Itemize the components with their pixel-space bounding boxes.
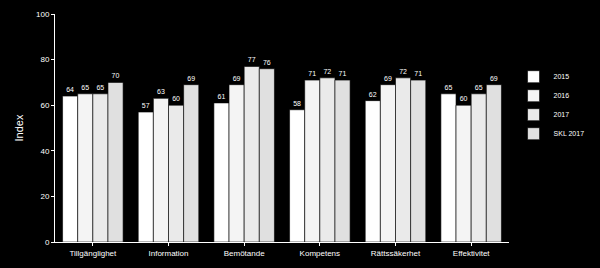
svg-text:100: 100 xyxy=(36,10,50,19)
svg-text:72: 72 xyxy=(399,68,407,75)
svg-text:Tillgänglighet: Tillgänglighet xyxy=(69,249,117,258)
svg-text:Kompetens: Kompetens xyxy=(300,249,340,258)
svg-text:2017: 2017 xyxy=(554,111,570,118)
svg-text:Effektivitet: Effektivitet xyxy=(453,249,491,258)
svg-text:71: 71 xyxy=(339,70,347,77)
svg-text:2016: 2016 xyxy=(554,92,570,99)
svg-text:57: 57 xyxy=(142,102,150,109)
svg-text:63: 63 xyxy=(157,88,165,95)
svg-text:72: 72 xyxy=(323,68,331,75)
svg-text:60: 60 xyxy=(460,95,468,102)
svg-text:0: 0 xyxy=(45,238,50,247)
svg-text:Information: Information xyxy=(148,249,188,258)
svg-text:65: 65 xyxy=(445,84,453,91)
svg-text:71: 71 xyxy=(308,70,316,77)
svg-text:65: 65 xyxy=(96,84,104,91)
svg-text:69: 69 xyxy=(233,75,241,82)
svg-text:SKL 2017: SKL 2017 xyxy=(554,130,585,137)
svg-text:Rättssäkerhet: Rättssäkerhet xyxy=(371,249,421,258)
svg-text:69: 69 xyxy=(490,75,498,82)
svg-text:70: 70 xyxy=(112,72,120,79)
svg-text:80: 80 xyxy=(40,55,49,64)
svg-text:2015: 2015 xyxy=(554,73,570,80)
svg-text:65: 65 xyxy=(475,84,483,91)
svg-text:Bemötande: Bemötande xyxy=(224,249,265,258)
svg-text:61: 61 xyxy=(218,93,226,100)
svg-text:71: 71 xyxy=(414,70,422,77)
svg-text:60: 60 xyxy=(40,101,49,110)
svg-text:65: 65 xyxy=(81,84,89,91)
svg-text:40: 40 xyxy=(40,147,49,156)
svg-text:76: 76 xyxy=(263,59,271,66)
svg-text:62: 62 xyxy=(369,91,377,98)
svg-text:58: 58 xyxy=(293,100,301,107)
svg-text:77: 77 xyxy=(248,56,256,63)
svg-text:20: 20 xyxy=(40,192,49,201)
svg-text:69: 69 xyxy=(187,75,195,82)
svg-text:60: 60 xyxy=(172,95,180,102)
svg-text:69: 69 xyxy=(384,75,392,82)
svg-text:Index: Index xyxy=(13,114,25,141)
svg-text:64: 64 xyxy=(66,86,74,93)
